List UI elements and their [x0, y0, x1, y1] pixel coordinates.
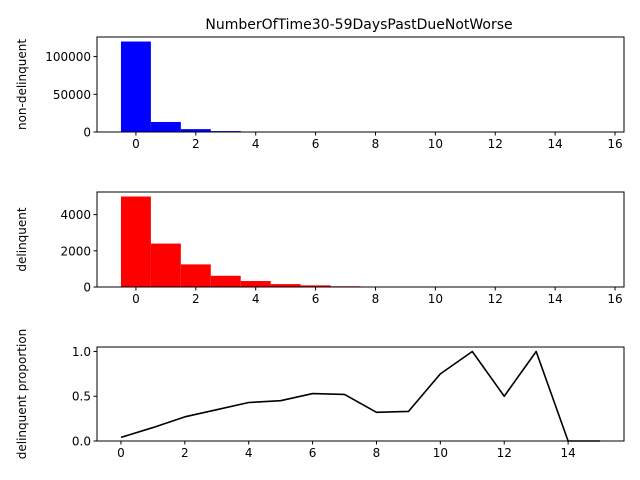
axes-frame [96, 36, 625, 133]
x-tick-label: 16 [607, 292, 622, 306]
axes-frame [96, 346, 625, 442]
y-tick-label: 0 [83, 281, 91, 295]
x-tick-label: 4 [252, 292, 260, 306]
figure-title: NumberOfTime30-59DaysPastDueNotWorse [205, 17, 512, 33]
y-axis-label: delinquent proportion [15, 329, 29, 460]
x-tick-label: 12 [488, 137, 503, 151]
y-tick-label: 2000 [60, 244, 91, 258]
y-tick-label: 0.5 [72, 390, 91, 404]
x-tick-label: 4 [252, 137, 260, 151]
proportion-line [120, 350, 601, 442]
y-axis-label: delinquent [15, 207, 29, 271]
x-tick-label: 6 [312, 292, 320, 306]
x-tick-label: 8 [372, 292, 380, 306]
x-tick-label: 12 [488, 292, 503, 306]
bar-5 [270, 284, 301, 287]
x-tick-label: 6 [309, 446, 317, 460]
x-tick-label: 2 [181, 446, 189, 460]
bar-1 [150, 121, 181, 132]
x-tick-label: 14 [560, 446, 575, 460]
x-tick-label: 10 [428, 292, 443, 306]
y-tick-label: 4000 [60, 208, 91, 222]
x-tick-label: 12 [497, 446, 512, 460]
panel-delinquent-proportion: 0 2 4 6 8 10 12 14 0.0 0.5 1.0 delinquent proportio… [15, 329, 625, 460]
bar-4 [240, 281, 271, 287]
bar-0 [120, 41, 151, 132]
x-tick-label: 4 [245, 446, 253, 460]
bar-1 [150, 243, 181, 287]
bar-0 [120, 196, 151, 287]
x-tick-label: 2 [192, 292, 200, 306]
bar-2 [180, 129, 211, 132]
panel-delinquent: 0 2 4 6 8 10 12 14 16 0 2000 4000 delinquent [15, 191, 625, 306]
x-tick-label: 10 [433, 446, 448, 460]
x-tick-label: 0 [117, 446, 125, 460]
y-tick-label: 1.0 [72, 345, 91, 359]
x-tick-label: 8 [372, 137, 380, 151]
y-tick-label: 100000 [45, 50, 91, 64]
y-tick-label: 0 [83, 126, 91, 140]
x-tick-label: 10 [428, 137, 443, 151]
x-tick-label: 14 [547, 137, 562, 151]
x-tick-label: 6 [312, 137, 320, 151]
y-axis-label: non-delinquent [15, 39, 29, 130]
x-tick-label: 8 [373, 446, 381, 460]
x-tick-label: 0 [132, 137, 140, 151]
x-tick-label: 2 [192, 137, 200, 151]
bar-6 [300, 285, 331, 287]
x-tick-label: 16 [607, 137, 622, 151]
axes-frame [96, 191, 625, 288]
bar-3 [210, 275, 241, 287]
y-tick-label: 0.0 [72, 435, 91, 449]
bar-2 [180, 264, 211, 287]
x-tick-label: 14 [547, 292, 562, 306]
panel-non-delinquent: 0 2 4 6 8 10 12 14 16 0 50000 100000 non-delinquent [15, 36, 625, 151]
y-tick-label: 50000 [53, 88, 91, 102]
x-tick-label: 0 [132, 292, 140, 306]
